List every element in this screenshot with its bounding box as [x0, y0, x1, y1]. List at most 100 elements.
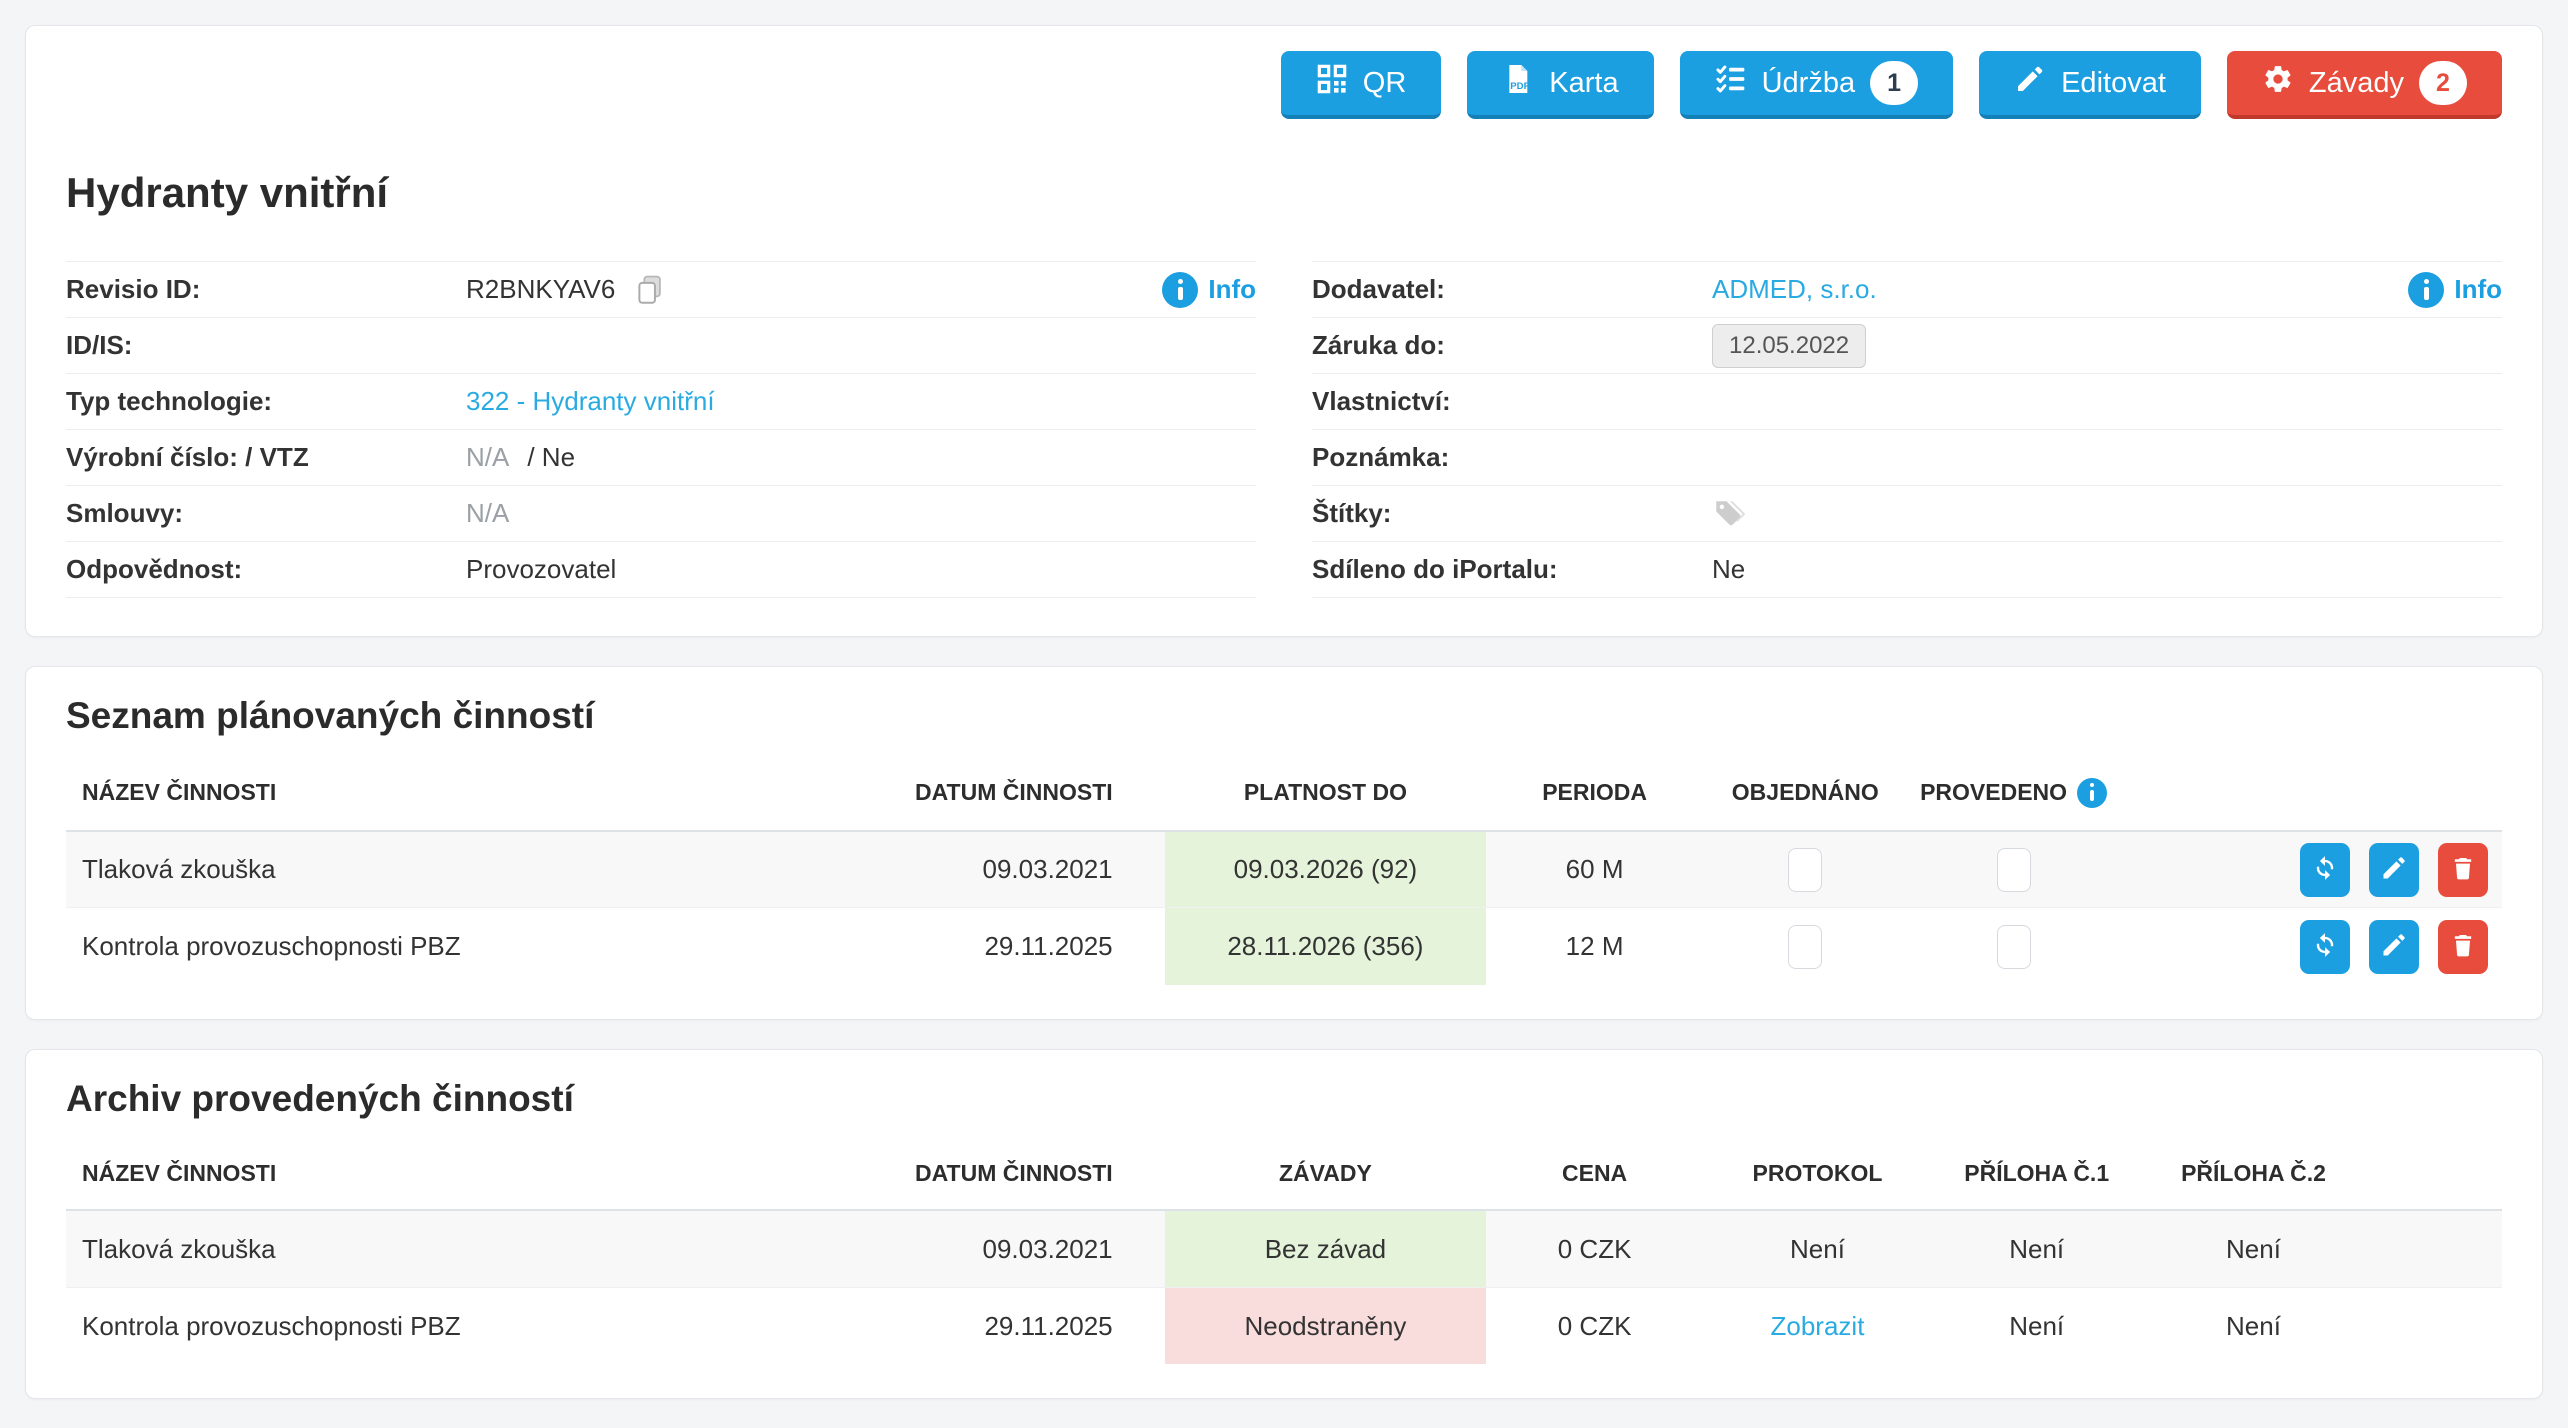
cell-price: 0 CZK [1486, 1210, 1703, 1288]
protokol-zobrazit-link[interactable]: Zobrazit [1770, 1310, 1865, 1341]
cell-defects-status: Neodstraněny [1164, 1286, 1487, 1365]
renew-activity-button[interactable] [2299, 842, 2350, 897]
vtz-value: / Ne [527, 442, 576, 473]
cell-activity-date: 29.11.2025 [801, 1286, 1165, 1365]
revisio-id-value: R2BNKYAV6 [466, 274, 616, 305]
detail-left-column: Revisio ID: R2BNKYAV6 Info [66, 261, 1256, 599]
udrzba-count-badge: 1 [1870, 61, 1919, 105]
info-link[interactable]: Info [2408, 271, 2502, 308]
field-row-dodavatel: Dodavatel: ADMED, s.r.o. Info [1312, 261, 2502, 319]
table-row: Kontrola provozuschopnosti PBZ 29.11.202… [66, 907, 2502, 985]
planned-activities-table: NÁZEV ČINNOSTI DATUM ČINNOSTI PLATNOST D… [66, 751, 2502, 985]
zavady-button[interactable]: Závady 2 [2226, 51, 2502, 119]
field-row-vlastnictvi: Vlastnictví: [1312, 374, 2502, 431]
detail-fields: Revisio ID: R2BNKYAV6 Info [66, 261, 2502, 599]
pencil-icon [2014, 63, 2046, 103]
field-row-vyrobni-cislo: Výrobní číslo: / VTZ N/A / Ne [66, 430, 1256, 487]
cell-defects-status: Bez závad [1164, 1210, 1487, 1288]
column-header-perioda: PERIODA [1486, 751, 1703, 832]
field-label: ID/IS: [66, 330, 133, 361]
cell-valid-until: 28.11.2026 (356) [1164, 907, 1487, 985]
vlastnictvi-value [1712, 374, 2502, 429]
planned-header-row: NÁZEV ČINNOSTI DATUM ČINNOSTI PLATNOST D… [66, 751, 2502, 832]
file-pdf-icon: PDF [1502, 63, 1534, 103]
udrzba-button[interactable]: Údržba 1 [1679, 51, 1954, 119]
cell-activity-date: 29.11.2025 [801, 907, 1165, 985]
poznamka-value [1712, 430, 2502, 485]
provedeno-checkbox[interactable] [1996, 924, 2031, 969]
column-header-protokol: PROTOKOL [1702, 1134, 1932, 1212]
info-link-label: Info [1208, 274, 1256, 305]
zavady-count-badge: 2 [2419, 61, 2467, 105]
column-header-provedeno-label: PROVEDENO [1920, 779, 2068, 806]
list-check-icon [1715, 63, 1747, 103]
info-link-label: Info [2454, 274, 2502, 305]
table-row: Tlaková zkouška 09.03.2021 09.03.2026 (9… [66, 830, 2502, 908]
toolbar: QR PDF Karta [66, 51, 2502, 119]
info-link[interactable]: Info [1162, 271, 1256, 308]
copy-icon[interactable] [633, 273, 667, 307]
typ-technologie-link[interactable]: 322 - Hydranty vnitřní [466, 386, 715, 417]
field-row-sdileno: Sdíleno do iPortalu: Ne [1312, 542, 2502, 599]
field-label: Záruka do: [1312, 330, 1445, 361]
detail-card: QR PDF Karta [25, 25, 2543, 638]
column-header-provedeno: PROVEDENO [1907, 751, 2120, 832]
info-icon[interactable] [2077, 777, 2108, 808]
column-header-priloha-1: PŘÍLOHA Č.1 [1931, 1134, 2142, 1212]
editovat-button-label: Editovat [2061, 66, 2166, 99]
qr-code-icon [1316, 63, 1348, 103]
odpovednost-value: Provozovatel [466, 554, 617, 585]
trash-icon [2449, 854, 2477, 885]
vyrobni-cislo-value: N/A [466, 442, 510, 473]
pencil-icon [2380, 854, 2408, 885]
delete-activity-button[interactable] [2438, 842, 2488, 897]
udrzba-button-label: Údržba [1761, 66, 1856, 99]
field-row-id-is: ID/IS: [66, 318, 1256, 375]
tags-icon [1712, 497, 1746, 531]
smlouvy-value: N/A [466, 498, 510, 529]
dodavatel-link[interactable]: ADMED, s.r.o. [1712, 274, 1877, 305]
field-label: Poznámka: [1312, 442, 1450, 473]
trash-icon [2449, 931, 2477, 962]
cell-price: 0 CZK [1486, 1286, 1703, 1365]
karta-button-label: Karta [1549, 66, 1619, 99]
objednano-checkbox[interactable] [1788, 924, 1823, 969]
sdileno-value: Ne [1712, 554, 1746, 585]
provedeno-checkbox[interactable] [1996, 847, 2031, 892]
column-header-priloha-2: PŘÍLOHA Č.2 [2141, 1134, 2366, 1212]
column-header-nazev: NÁZEV ČINNOSTI [66, 751, 802, 832]
table-row: Tlaková zkouška 09.03.2021 Bez závad 0 C… [66, 1210, 2502, 1288]
detail-right-column: Dodavatel: ADMED, s.r.o. Info Záruka do:… [1312, 261, 2502, 599]
edit-activity-button[interactable] [2368, 919, 2419, 974]
qr-button[interactable]: QR [1280, 51, 1442, 119]
id-is-value [466, 318, 1256, 373]
planned-title: Seznam plánovaných činností [66, 695, 595, 737]
cell-protocol: Není [1702, 1210, 1932, 1288]
renew-activity-button[interactable] [2299, 919, 2350, 974]
cell-activity-name: Tlaková zkouška [66, 830, 802, 908]
archive-activities-table: NÁZEV ČINNOSTI DATUM ČINNOSTI ZÁVADY CEN… [66, 1134, 2502, 1365]
cell-attachment-2: Není [2141, 1286, 2366, 1365]
archive-activities-card: Archiv provedených činností NÁZEV ČINNOS… [25, 1048, 2543, 1400]
column-header-nazev: NÁZEV ČINNOSTI [66, 1134, 802, 1212]
svg-text:PDF: PDF [1511, 81, 1530, 92]
planned-activities-card: Seznam plánovaných činností NÁZEV ČINNOS… [25, 666, 2543, 1020]
column-header-actions [2119, 751, 2502, 832]
field-label: Typ technologie: [66, 386, 273, 417]
column-header-platnost: PLATNOST DO [1164, 751, 1487, 832]
cell-attachment-1: Není [1931, 1286, 2142, 1365]
objednano-checkbox[interactable] [1788, 847, 1823, 892]
field-label: Revisio ID: [66, 274, 201, 305]
field-row-typ-technologie: Typ technologie: 322 - Hydranty vnitřní [66, 374, 1256, 431]
column-header-zavady: ZÁVADY [1164, 1134, 1487, 1212]
table-row: Kontrola provozuschopnosti PBZ 29.11.202… [66, 1286, 2502, 1365]
editovat-button[interactable]: Editovat [1979, 51, 2201, 119]
karta-button[interactable]: PDF Karta [1467, 51, 1654, 119]
edit-activity-button[interactable] [2368, 842, 2419, 897]
column-header-cena: CENA [1486, 1134, 1703, 1212]
page-title: Hydranty vnitřní [66, 169, 389, 216]
field-row-odpovednost: Odpovědnost: Provozovatel [66, 542, 1256, 599]
field-label: Dodavatel: [1312, 274, 1445, 305]
delete-activity-button[interactable] [2438, 919, 2488, 974]
